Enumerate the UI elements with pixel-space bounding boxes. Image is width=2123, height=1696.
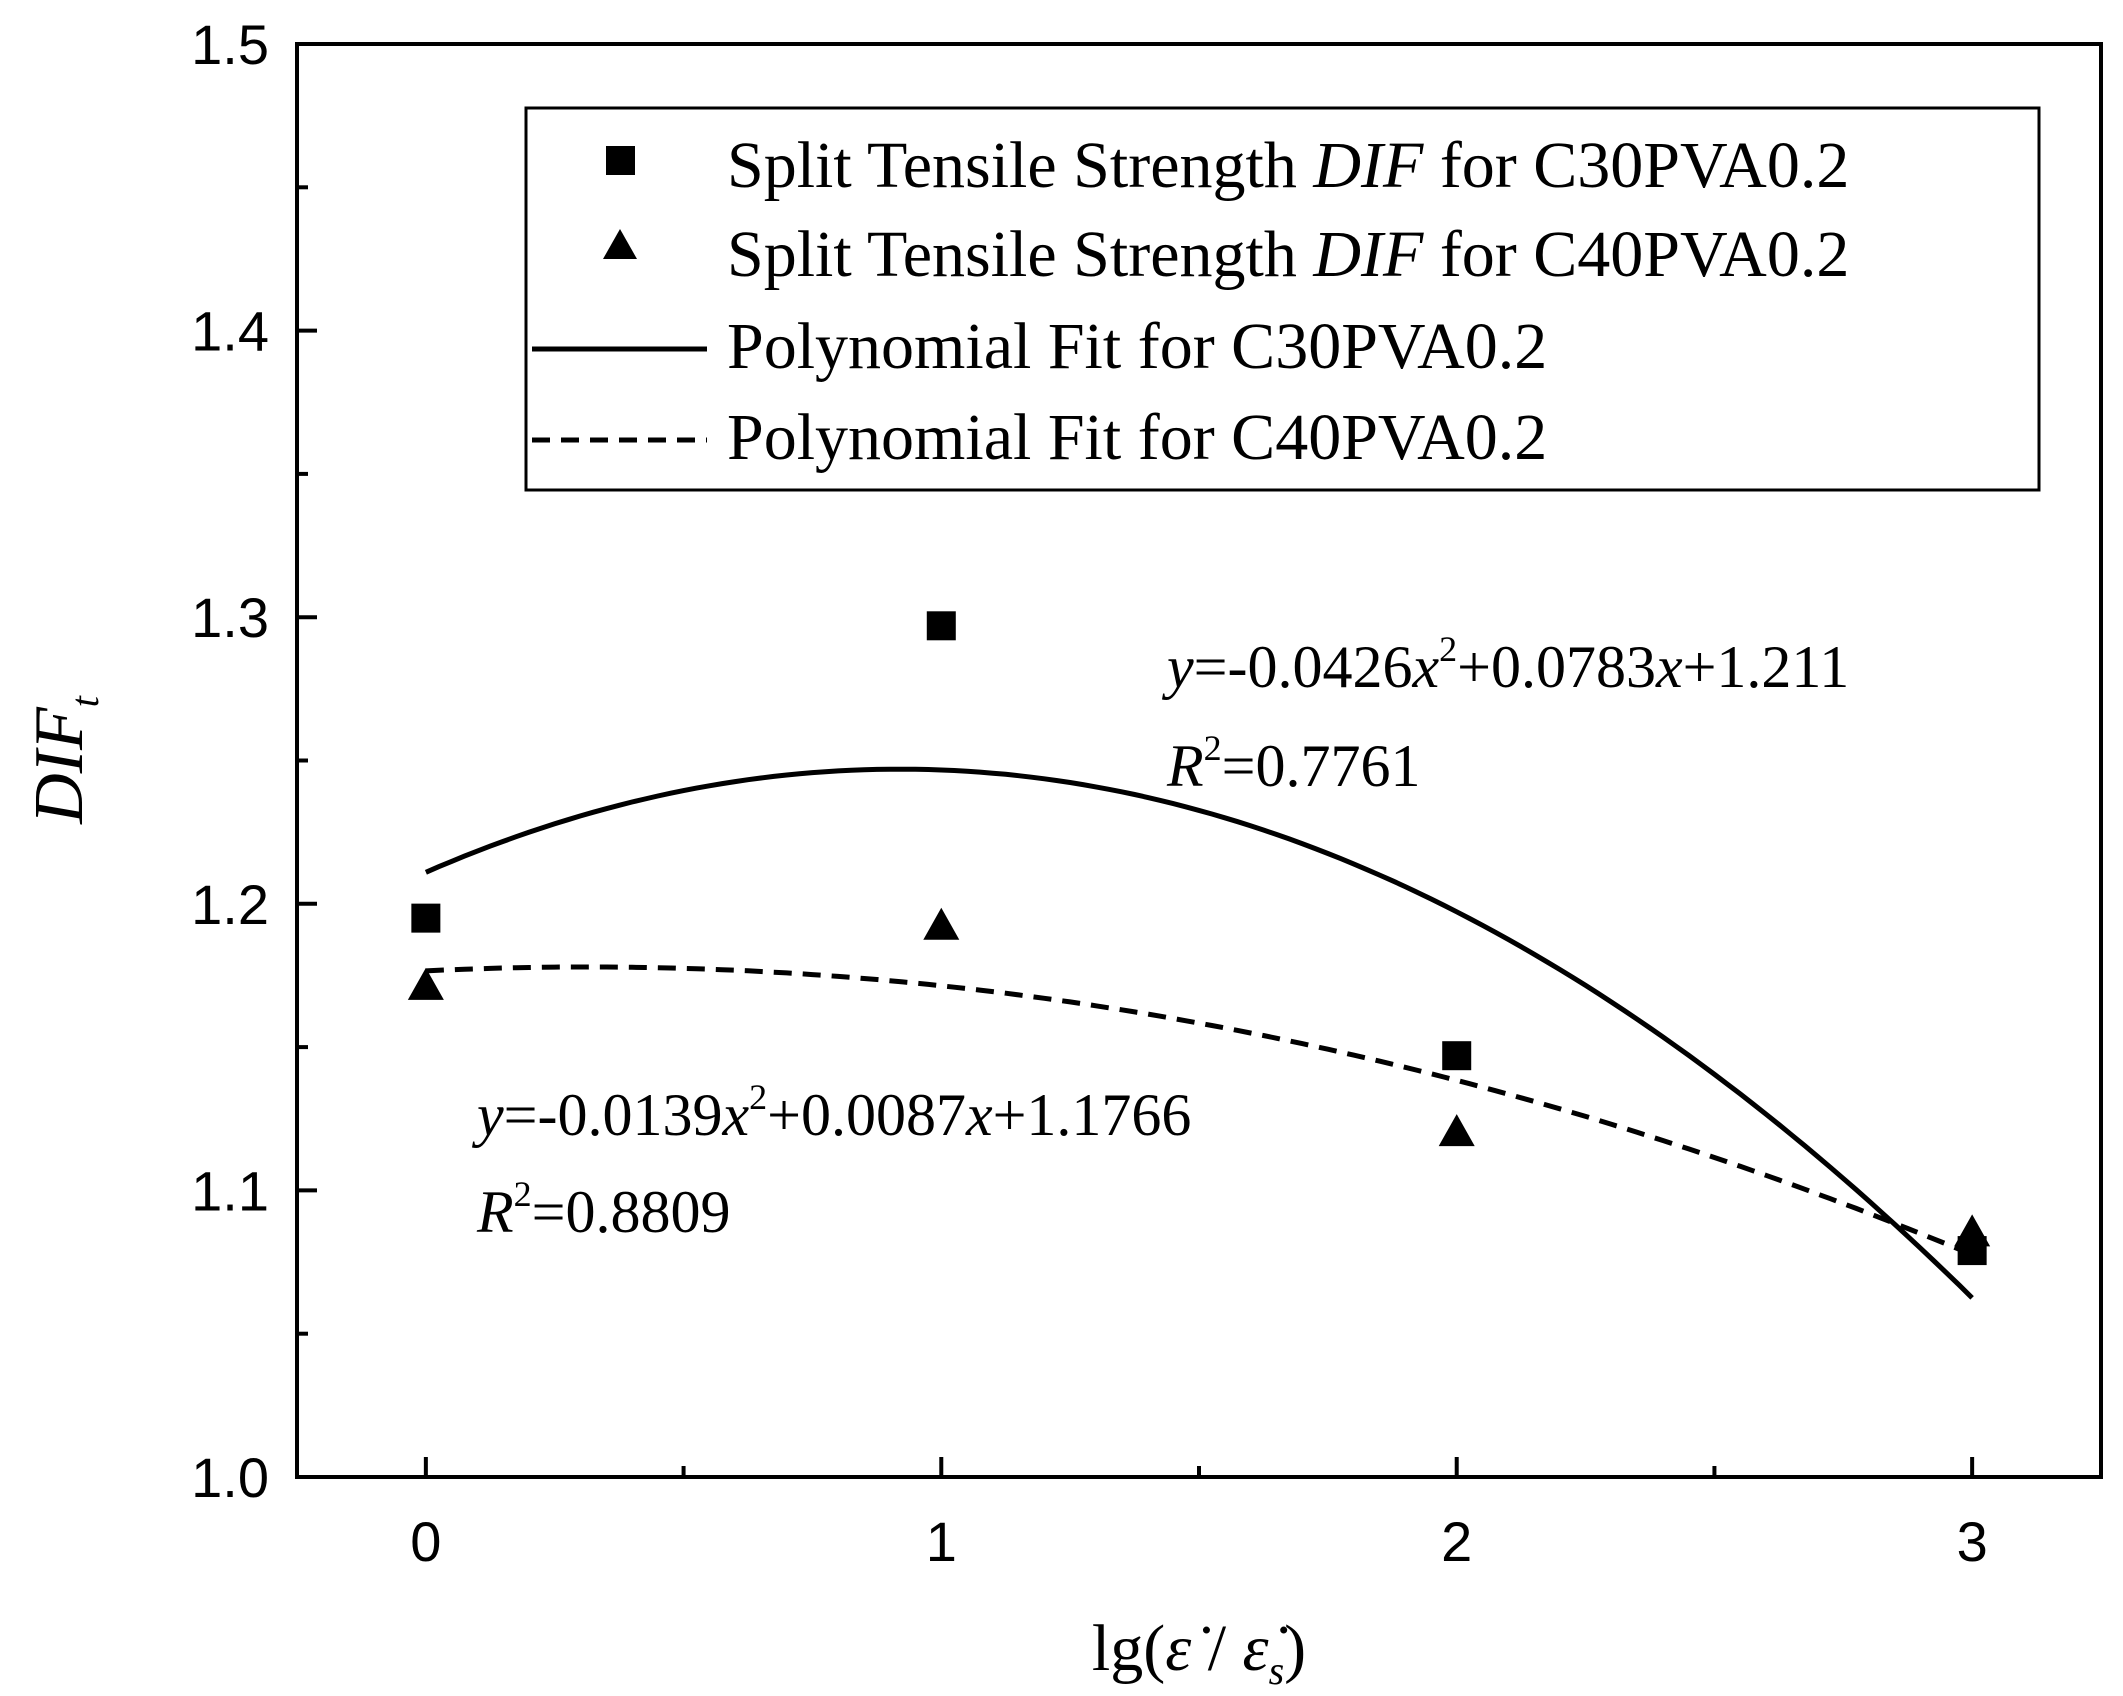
y-tick-label: 1.3: [191, 586, 269, 649]
y-tick-label: 1.5: [191, 13, 269, 76]
r-squared-c30: R2=0.7761: [1166, 728, 1421, 799]
y-tick-label: 1.1: [191, 1159, 269, 1222]
legend-symbol-triangle: [603, 229, 637, 259]
data-point-square: [411, 903, 441, 933]
x-tick-label: 1: [926, 1510, 957, 1573]
x-tick-label: 0: [410, 1510, 441, 1573]
data-point-triangle: [923, 907, 960, 940]
data-point-triangle: [407, 967, 444, 1000]
x-tick-label: 2: [1441, 1510, 1472, 1573]
legend-entry-c30-fit: Polynomial Fit for C30PVA0.2: [727, 310, 1547, 383]
legend-entry-c40-fit: Polynomial Fit for C40PVA0.2: [727, 401, 1547, 474]
data-point-square: [926, 611, 956, 641]
y-axis-title: DIFt: [21, 695, 107, 825]
data-point-triangle: [1954, 1214, 1991, 1247]
fit-curve-c30: [424, 766, 1974, 1300]
equation-c40: y=-0.0139x2+0.0087x+1.1766: [471, 1077, 1191, 1148]
legend-box: [524, 106, 2041, 492]
legend: Split Tensile Strength DIF for C30PVA0.2…: [524, 106, 2041, 492]
x-tick-label: 3: [1957, 1510, 1988, 1573]
legend-symbol-square: [606, 146, 635, 175]
y-tick-label: 1.4: [191, 300, 269, 363]
y-tick-label: 1.0: [191, 1446, 269, 1509]
fit-curve-c40: [425, 964, 1974, 1257]
x-axis-title: lg(ε̇ / ε̇s): [1092, 1612, 1306, 1693]
legend-entry-c40-points: Split Tensile Strength DIF for C40PVA0.2: [727, 218, 1849, 291]
y-tick-label: 1.2: [191, 873, 269, 936]
data-point-triangle: [1438, 1114, 1475, 1147]
data-point-square: [1442, 1041, 1472, 1071]
axis-tick-labels: 0 1 2 3 1.0 1.1 1.2 1.3 1.4 1.5: [191, 13, 1988, 1573]
equation-c30: y=-0.0426x2+0.0783x+1.211: [1161, 629, 1849, 700]
data-markers: [407, 611, 1991, 1266]
axis-ticks: [297, 42, 1975, 1479]
r-squared-c40: R2=0.8809: [476, 1174, 731, 1245]
legend-entry-c30-points: Split Tensile Strength DIF for C30PVA0.2: [727, 129, 1849, 202]
